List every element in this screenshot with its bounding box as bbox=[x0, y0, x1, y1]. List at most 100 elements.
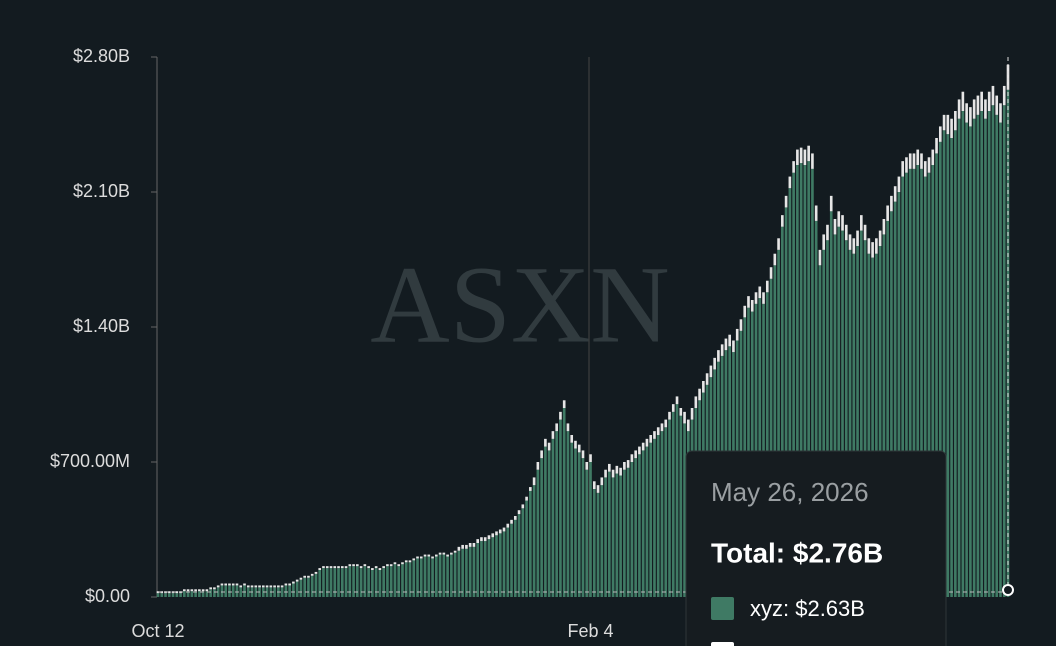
bar-segment bbox=[280, 585, 284, 588]
bar-segment bbox=[920, 168, 923, 597]
bar-segment bbox=[337, 566, 340, 569]
bar-segment bbox=[784, 207, 788, 597]
bar-segment bbox=[833, 234, 837, 597]
tooltip-box bbox=[685, 450, 947, 646]
bar-segment bbox=[325, 568, 329, 597]
bar-segment bbox=[641, 442, 645, 451]
bar-segment bbox=[818, 265, 822, 597]
bar-segment bbox=[566, 431, 570, 597]
bar-segment bbox=[371, 568, 374, 570]
bar-segment bbox=[363, 566, 367, 597]
bar-segment bbox=[645, 446, 649, 597]
bar-segment bbox=[525, 496, 528, 501]
bar-segment bbox=[916, 149, 920, 165]
bar-segment bbox=[581, 450, 585, 459]
bar-segment bbox=[529, 490, 532, 597]
bar-segment bbox=[536, 469, 540, 597]
y-tick-label: $2.80B bbox=[73, 46, 130, 66]
bar-segment bbox=[273, 585, 276, 588]
bar-segment bbox=[299, 577, 303, 580]
bar-segment bbox=[348, 566, 352, 597]
bar-segment bbox=[551, 431, 555, 439]
bar-segment bbox=[408, 560, 412, 563]
bar-segment bbox=[938, 126, 942, 142]
bar-segment bbox=[758, 298, 762, 597]
bar-segment bbox=[611, 477, 615, 597]
bar-segment bbox=[461, 544, 464, 549]
bar-segment bbox=[465, 548, 468, 597]
bar-segment bbox=[209, 589, 212, 597]
bar-segment bbox=[329, 566, 333, 569]
bar-segment bbox=[224, 583, 228, 586]
bar-segment bbox=[540, 450, 543, 459]
bar-segment bbox=[423, 556, 427, 597]
bar-segment bbox=[359, 568, 363, 597]
bar-segment bbox=[555, 423, 558, 432]
bar-segment bbox=[698, 388, 701, 401]
bar-segment bbox=[893, 186, 897, 202]
bar-segment bbox=[630, 462, 634, 597]
bar-segment bbox=[536, 462, 540, 470]
bar-segment bbox=[679, 415, 683, 597]
bar-segment bbox=[626, 460, 630, 468]
bar-segment bbox=[863, 240, 867, 597]
bar-segment bbox=[653, 438, 656, 597]
bar-segment bbox=[487, 535, 491, 540]
bar-segment bbox=[938, 141, 942, 597]
bar-segment bbox=[844, 240, 848, 597]
bar-segment bbox=[995, 95, 999, 115]
bar-segment bbox=[250, 585, 254, 588]
bar-segment bbox=[175, 591, 179, 594]
bar-segment bbox=[314, 571, 318, 574]
bar-segment bbox=[412, 560, 416, 597]
bar-segment bbox=[374, 566, 378, 569]
bar-segment bbox=[634, 458, 637, 597]
bar-segment bbox=[273, 587, 276, 597]
bar-segment bbox=[893, 201, 897, 597]
bar-segment bbox=[875, 238, 878, 254]
bar-segment bbox=[529, 487, 532, 491]
bar-segment bbox=[972, 99, 976, 119]
bar-segment bbox=[220, 585, 224, 597]
bar-segment bbox=[574, 440, 577, 449]
bar-segment bbox=[562, 400, 566, 408]
bar-segment bbox=[649, 442, 653, 597]
bar-segment bbox=[559, 419, 562, 597]
bar-segment bbox=[483, 541, 487, 597]
bar-segment bbox=[190, 591, 194, 597]
bar-segment bbox=[476, 543, 480, 597]
bar-segment bbox=[901, 161, 905, 177]
bar-segment bbox=[201, 591, 205, 597]
bar-segment bbox=[216, 587, 220, 597]
bar-segment bbox=[318, 570, 322, 597]
bar-segment bbox=[615, 465, 619, 474]
y-tick-label: $700.00M bbox=[50, 451, 130, 471]
bar-segment bbox=[393, 562, 397, 565]
bar-segment bbox=[559, 411, 562, 420]
bar-segment bbox=[367, 568, 370, 597]
bar-segment bbox=[769, 278, 773, 597]
bar-segment bbox=[818, 249, 822, 266]
bar-segment bbox=[619, 475, 622, 597]
bar-segment bbox=[1006, 89, 1010, 598]
bar-segment bbox=[908, 168, 912, 597]
bar-segment bbox=[453, 552, 457, 597]
bar-segment bbox=[856, 230, 859, 246]
bar-segment bbox=[401, 564, 404, 597]
bar-segment bbox=[777, 238, 780, 250]
bar-segment bbox=[957, 118, 961, 597]
bar-segment bbox=[660, 431, 664, 597]
bar-segment bbox=[732, 340, 735, 353]
bar-segment bbox=[788, 176, 792, 189]
bar-segment bbox=[412, 558, 416, 561]
bar-segment bbox=[671, 411, 675, 597]
bar-segment bbox=[950, 118, 953, 138]
bar-segment bbox=[860, 215, 863, 231]
y-tick-label: $0.00 bbox=[85, 586, 130, 606]
bar-segment bbox=[344, 568, 348, 597]
bar-segment bbox=[762, 292, 765, 304]
bar-segment bbox=[901, 176, 905, 598]
bar-segment bbox=[615, 473, 619, 597]
bar-segment bbox=[228, 585, 231, 597]
bar-segment bbox=[205, 589, 209, 592]
